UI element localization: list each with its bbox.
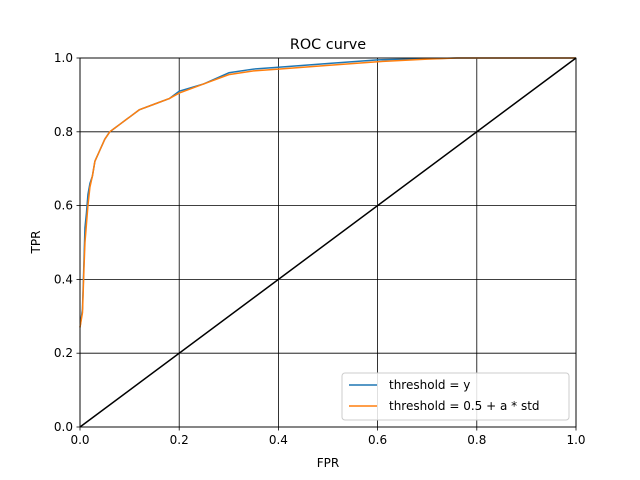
- x-axis-label: FPR: [317, 456, 339, 470]
- x-tick-label: 0.0: [70, 433, 89, 447]
- x-tick-label: 0.6: [368, 433, 387, 447]
- y-tick-label: 0.0: [54, 420, 73, 434]
- series-line-1: [79, 57, 576, 328]
- legend-box: [341, 372, 570, 421]
- y-tick-label: 0.8: [54, 125, 73, 139]
- x-tick-label: 1.0: [566, 433, 585, 447]
- y-tick-label: 0.2: [54, 346, 73, 360]
- diagonal-reference-line: [79, 57, 577, 428]
- x-tick-label: 0.2: [170, 433, 189, 447]
- x-tick-label: 0.8: [467, 433, 486, 447]
- x-tick-label: 0.4: [269, 433, 288, 447]
- y-tick-label: 0.6: [54, 199, 73, 213]
- chart-title: ROC curve: [290, 37, 366, 53]
- legend-label: threshold = y: [389, 378, 470, 392]
- y-tick-label: 0.4: [54, 272, 73, 286]
- axes-frame: [79, 57, 577, 428]
- plot-area: 0.0 0.2 0.4 0.6 0.8 1.0 0.0 0.2 0.4 0.6 0.8 1.0 thre…: [54, 51, 586, 447]
- legend-label: threshold = 0.5 + a * std: [389, 399, 540, 413]
- y-tick-label: 1.0: [54, 51, 73, 65]
- y-axis-label: TPR: [29, 231, 43, 255]
